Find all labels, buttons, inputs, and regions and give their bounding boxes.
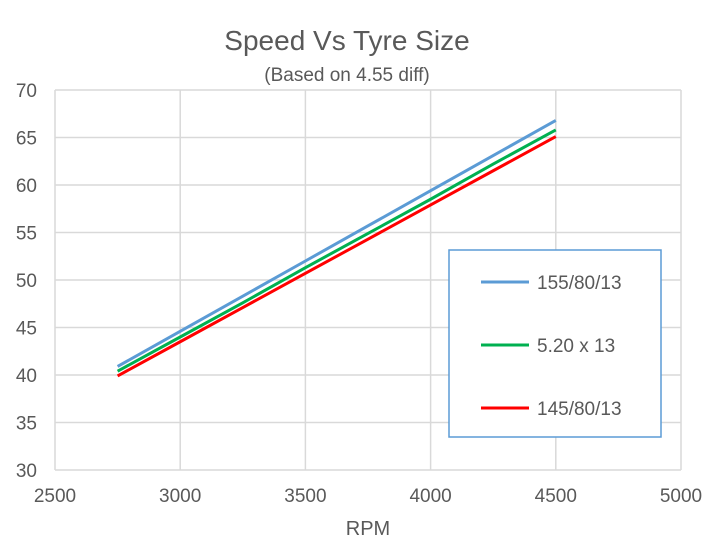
series-line [116,128,557,373]
y-tick-label: 55 [16,224,37,245]
y-tick-label: 35 [16,414,37,435]
legend-label: 145/80/13 [537,399,622,420]
y-tick-label: 60 [16,176,37,197]
y-tick-label: 70 [16,81,37,102]
x-axis-label: RPM [346,518,390,540]
x-tick-label: 4500 [535,486,577,507]
x-tick-label: 5000 [660,486,702,507]
x-tick-label: 2500 [34,486,76,507]
x-tick-label: 3000 [159,486,201,507]
chart-subtitle: (Based on 4.55 diff) [264,65,429,86]
legend: 155/80/13 5.20 x 13 145/80/13 [448,249,662,438]
legend-label: 155/80/13 [537,273,622,294]
chart-title: Speed Vs Tyre Size [224,25,469,56]
x-tick-label: 3500 [284,486,326,507]
y-tick-label: 40 [16,366,37,387]
x-tick-label: 4000 [409,486,451,507]
y-tick-label: 45 [16,319,37,340]
y-tick-label: 30 [16,461,37,482]
y-tick-label: 65 [16,129,37,150]
series-line [116,135,557,378]
y-tick-label: 50 [16,271,37,292]
legend-label: 5.20 x 13 [537,336,615,357]
series-line [116,119,557,368]
